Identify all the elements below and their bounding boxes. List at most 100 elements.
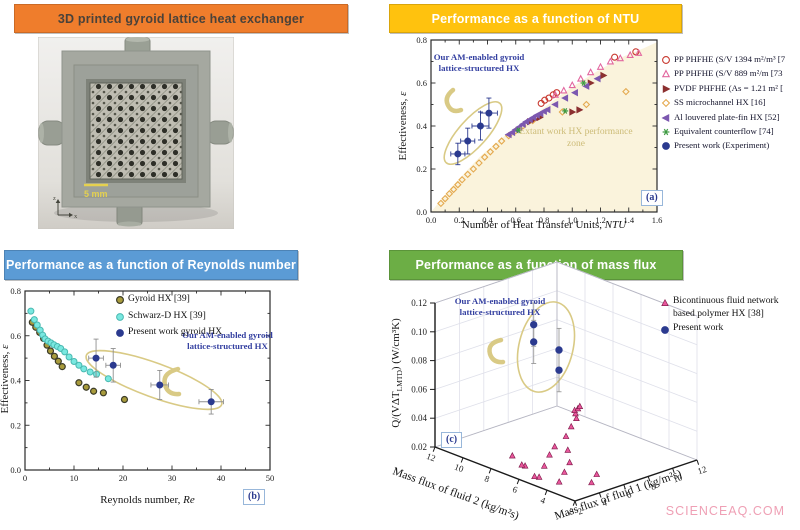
svg-text:1.0: 1.0	[567, 215, 578, 225]
svg-text:50: 50	[266, 473, 275, 483]
svg-text:20: 20	[119, 473, 128, 483]
legend-item: SS microchannel HX [16]	[658, 96, 785, 109]
svg-text:12: 12	[425, 451, 437, 463]
legend-marker-star-icon	[658, 125, 674, 137]
scale-bar: 5 mm	[84, 183, 108, 199]
port-stub-left	[38, 120, 66, 146]
svg-text:1.2: 1.2	[595, 215, 606, 225]
legend-marker-circle-open-icon	[658, 53, 674, 65]
zone-label: Extant work HX performance zone	[519, 127, 633, 150]
svg-text:0.4: 0.4	[482, 215, 493, 225]
svg-text:0.4: 0.4	[10, 376, 21, 386]
port-stub-right	[206, 120, 234, 145]
svg-text:40: 40	[217, 473, 226, 483]
svg-text:30: 30	[168, 473, 177, 483]
legend-marker-pink-triangle-icon	[657, 296, 673, 308]
svg-text:0.6: 0.6	[510, 215, 521, 225]
legend-item: PVDF PHFHE (As = 1.21 m² [	[658, 82, 785, 95]
photo-art: 5 mm z x	[38, 37, 234, 229]
legend-item: Schwarz-D HX [39]	[112, 308, 222, 324]
svg-text:0.0: 0.0	[426, 215, 437, 225]
svg-text:2: 2	[567, 506, 575, 517]
svg-text:0.2: 0.2	[10, 420, 21, 430]
svg-text:0.12: 0.12	[411, 298, 427, 308]
chart-ntu: 0.0 0.2 0.4 0.6 0.8 1.0 1.2 1.4 1.6 0.0 0.2 0.4 0.6 0…	[390, 33, 800, 240]
svg-text:10: 10	[453, 462, 465, 475]
chart-ntu-plot: 0.0 0.2 0.4 0.6 0.8 1.0 1.2 1.4 1.6 0.0 0.2 0.4 0.6 0…	[416, 35, 663, 225]
panel-header-reynolds: Performance as a function of Reynolds nu…	[4, 250, 298, 280]
annotation-am-enabled-a: Our AM-enabled gyroid lattice-structured…	[433, 52, 525, 73]
legend-marker-blue-circle-icon	[657, 323, 673, 335]
svg-text:1.4: 1.4	[623, 215, 634, 225]
svg-text:1.6: 1.6	[652, 215, 663, 225]
chart-reynolds-ylabel: Effectiveness, ε	[0, 344, 11, 414]
axis-indicator: z x	[53, 195, 78, 220]
panel-header-ntu: Performance as a function of NTU	[389, 4, 682, 33]
chart-reynolds: 0 10 20 30 40 50 0.0 0.2 0.4 0.6 0.8 Effectiveness…	[0, 283, 310, 530]
chart-ntu-legend: PP PHFHE (S/V 1394 m²/m³ [7 PP PHFHE (S/…	[658, 53, 785, 154]
legend-marker-circle-fill-icon	[658, 139, 674, 151]
svg-text:0.2: 0.2	[454, 215, 465, 225]
port-stub-bottom	[116, 204, 143, 227]
legend-item: Equivalent counterflow [74]	[658, 125, 785, 138]
legend-item: Gyroid HX [39]	[112, 291, 222, 307]
svg-text:10: 10	[672, 472, 684, 484]
legend-marker-present-icon	[112, 326, 128, 338]
svg-text:0.6: 0.6	[10, 331, 21, 341]
svg-text:12: 12	[696, 464, 708, 476]
chart-massflux-zlabel: Q/(VΔTLMTD) (W/cm³K)	[390, 318, 405, 428]
svg-text:4: 4	[601, 497, 609, 508]
gyroid-lattice	[89, 82, 183, 180]
svg-text:0.10: 0.10	[411, 327, 427, 337]
legend-item: Bicontinuous fluid network based polymer…	[657, 295, 785, 321]
svg-text:0.0: 0.0	[416, 207, 427, 217]
legend-marker-triangle-up-icon	[658, 67, 674, 79]
chart-ntu-xlabel: Number of Heat Transfer Units, NTU	[461, 219, 627, 231]
svg-text:x: x	[74, 213, 78, 220]
annotation-am-enabled-c: Our AM-enabled gyroid lattice-structured…	[454, 296, 546, 317]
chart-reynolds-legend: Gyroid HX [39] Schwarz-D HX [39] Present…	[112, 291, 222, 341]
svg-text:0.8: 0.8	[539, 215, 550, 225]
svg-text:z: z	[53, 195, 56, 202]
subfigure-badge-a: (a)	[641, 190, 663, 206]
legend-marker-gyroid-icon	[112, 293, 128, 305]
legend-marker-schwarz-icon	[112, 310, 128, 322]
svg-text:4: 4	[539, 495, 547, 506]
chart-reynolds-plot: 0 10 20 30 40 50 0.0 0.2 0.4 0.6 0.8	[10, 286, 275, 483]
svg-text:6: 6	[511, 484, 519, 495]
chart-massflux-legend: Bicontinuous fluid network based polymer…	[657, 295, 785, 336]
legend-item: Present work	[657, 322, 785, 335]
svg-text:0.04: 0.04	[411, 413, 427, 423]
svg-text:2: 2	[576, 506, 583, 517]
chart-ntu-ylabel: Effectiveness, ε	[397, 91, 409, 161]
panel-header-photo: 3D printed gyroid lattice heat exchanger	[14, 4, 348, 33]
legend-item: PP PHFHE (S/V 1394 m²/m³ [7	[658, 53, 785, 66]
svg-text:0.2: 0.2	[416, 164, 427, 174]
watermark: SCIENCEAQ.COM	[665, 504, 785, 518]
svg-text:0.02: 0.02	[411, 442, 427, 452]
legend-item: Present work (Experiment)	[658, 139, 785, 152]
legend-marker-triangle-right-icon	[658, 82, 674, 94]
svg-text:6: 6	[625, 489, 633, 500]
svg-text:8: 8	[650, 481, 658, 492]
chart-massflux: 2 4 6 8 10 12 2 4 6 8 10 12 0.02 0.04 0.06 0.08 0.10 0.12…	[385, 261, 800, 530]
svg-text:0.8: 0.8	[416, 35, 427, 45]
svg-text:10: 10	[70, 473, 79, 483]
annotation-am-enabled-b: Our AM-enabled gyroid lattice-structured…	[182, 330, 273, 351]
legend-item: PP PHFHE (S/V 889 m²/m [73	[658, 67, 785, 80]
heat-exchanger-photo: 5 mm z x	[38, 37, 234, 229]
subfigure-badge-c: (c)	[441, 432, 463, 448]
subfigure-badge-b: (b)	[243, 489, 266, 505]
legend-marker-triangle-left-icon	[658, 111, 674, 123]
svg-text:0.4: 0.4	[416, 121, 427, 131]
legend-item: Present work gyroid HX	[112, 324, 222, 340]
svg-text:0: 0	[23, 473, 27, 483]
svg-text:5 mm: 5 mm	[84, 189, 108, 199]
svg-text:0.8: 0.8	[10, 286, 21, 296]
svg-text:0.0: 0.0	[10, 465, 21, 475]
svg-text:0.6: 0.6	[416, 78, 427, 88]
legend-marker-diamond-icon	[658, 96, 674, 108]
svg-text:8: 8	[483, 473, 491, 484]
